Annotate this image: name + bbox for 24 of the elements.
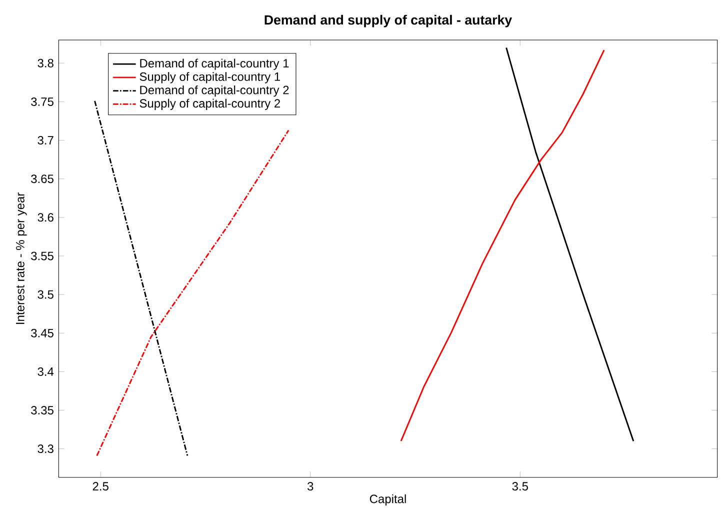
line-series [400, 49, 605, 442]
y-tick-label: 3.45 [31, 329, 54, 338]
y-tick-label: 3.5 [38, 290, 54, 299]
legend-label: Demand of capital-country 1 [140, 58, 289, 70]
line-series [96, 130, 290, 457]
chart-title: Demand and supply of capital - autarky [264, 15, 512, 28]
y-tick-label: 3.8 [38, 59, 54, 68]
y-tick-label: 3.4 [38, 368, 54, 376]
y-tick-label: 3.7 [38, 136, 54, 145]
y-tick-label: 3.35 [31, 406, 54, 415]
y-tick-label: 3.65 [31, 174, 54, 184]
line-series [506, 47, 634, 442]
y-axis-title: Interest rate - % per year [16, 192, 27, 324]
legend-label: Demand of capital-country 2 [140, 86, 289, 97]
legend-label: Supply of capital-country 2 [140, 98, 280, 110]
legend-label: Supply of capital-country 1 [140, 72, 280, 84]
x-axis-title: Capital [370, 494, 406, 506]
y-tick-label: 3.75 [31, 98, 54, 106]
x-tick-label: 3.5 [512, 482, 528, 491]
x-tick-label: 2.5 [92, 482, 108, 491]
y-tick-label: 3.55 [31, 252, 54, 260]
y-tick-label: 3.6 [38, 213, 54, 222]
y-tick-label: 3.3 [38, 444, 54, 454]
x-tick-label: 3 [308, 482, 314, 491]
